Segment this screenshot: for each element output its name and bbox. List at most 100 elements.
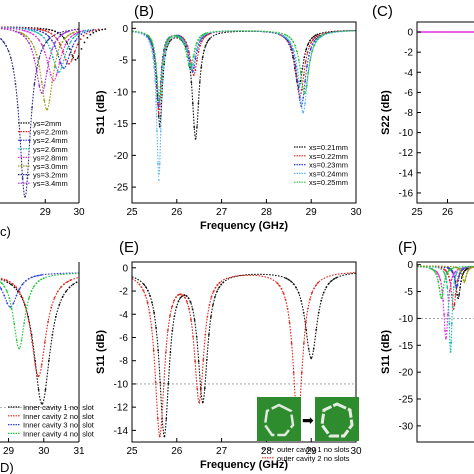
data-point	[165, 43, 167, 46]
data-point	[288, 321, 291, 324]
data-point	[13, 286, 16, 289]
data-point	[30, 41, 33, 43]
data-point	[439, 293, 442, 296]
data-point	[24, 280, 27, 282]
data-point	[454, 277, 456, 280]
data-point	[147, 34, 150, 37]
panel-a: 29 30 ys=2mmys=2.2mmys=2.4mmys=2.6mmys=2.8…	[0, 22, 107, 218]
data-point	[316, 38, 319, 40]
data-point	[295, 73, 298, 76]
data-point	[199, 44, 202, 47]
data-point	[330, 280, 333, 282]
data-point	[148, 40, 151, 43]
data-point	[27, 37, 30, 40]
x-tick-label: 30	[38, 446, 50, 457]
data-point	[290, 342, 293, 345]
data-point	[39, 30, 42, 33]
x-tick-label: 26	[171, 207, 183, 218]
y-tick-label: -8	[404, 108, 413, 119]
data-point	[43, 44, 45, 47]
data-point	[439, 278, 442, 281]
data-point	[72, 31, 74, 34]
data-point	[438, 275, 441, 278]
data-point	[308, 45, 311, 48]
y-tick-label: -20	[399, 368, 414, 379]
y-axis-label: S11 (dB)	[95, 90, 107, 134]
data-point	[68, 63, 70, 65]
data-point	[40, 34, 42, 36]
data-point	[67, 39, 70, 41]
data-point	[54, 315, 57, 318]
data-point	[66, 47, 69, 50]
data-point	[64, 37, 66, 40]
data-point	[188, 57, 191, 60]
data-point	[33, 83, 36, 85]
plot-frame	[131, 261, 357, 443]
data-point	[72, 283, 74, 286]
data-point	[191, 71, 194, 73]
data-point	[453, 281, 456, 283]
data-point	[458, 293, 460, 296]
data-point	[454, 274, 457, 277]
data-point	[300, 102, 303, 105]
data-point	[30, 290, 33, 292]
data-point	[196, 126, 198, 128]
data-point	[299, 71, 302, 74]
data-point	[165, 351, 167, 353]
data-point	[41, 29, 44, 31]
data-point	[160, 76, 163, 79]
data-point	[82, 34, 85, 37]
data-point	[47, 38, 50, 41]
data-point	[35, 70, 38, 72]
data-point	[54, 66, 57, 69]
data-point	[35, 35, 37, 38]
data-point	[44, 341, 46, 343]
data-point	[73, 33, 76, 36]
data-point	[458, 275, 461, 278]
data-point	[463, 281, 466, 283]
data-point	[297, 292, 300, 294]
data-point	[52, 79, 55, 82]
data-point	[86, 30, 89, 33]
data-point	[159, 92, 162, 94]
data-point	[163, 57, 166, 60]
data-point	[177, 293, 180, 296]
data-point	[444, 329, 446, 332]
data-point	[43, 36, 45, 39]
legend-label: ys=3.4mm	[33, 179, 68, 188]
data-point	[443, 271, 445, 274]
data-point	[151, 301, 153, 304]
data-point	[163, 435, 166, 438]
data-point	[307, 348, 310, 350]
data-point	[44, 29, 47, 32]
data-point	[15, 30, 17, 33]
data-point	[316, 35, 318, 37]
plot-frame	[416, 261, 474, 443]
data-point	[71, 45, 74, 48]
data-point	[207, 39, 210, 42]
data-point	[18, 347, 20, 350]
legend-label: xs=0.25mm	[309, 178, 348, 187]
data-point	[75, 281, 78, 284]
legend-label: xs=0.23mm	[309, 161, 348, 170]
data-point	[180, 293, 182, 296]
data-point	[157, 106, 160, 108]
data-point	[165, 418, 168, 420]
data-point	[83, 31, 86, 34]
data-point	[294, 57, 297, 59]
x-tick-label: 29	[3, 446, 15, 457]
data-point	[21, 283, 24, 285]
data-point	[26, 30, 28, 33]
data-point	[451, 270, 454, 273]
data-point	[286, 307, 289, 310]
data-point	[210, 296, 213, 298]
data-point	[42, 277, 45, 279]
data-point	[33, 28, 36, 31]
data-point	[63, 56, 66, 59]
data-point	[179, 37, 182, 40]
data-point	[307, 307, 309, 310]
data-point	[12, 302, 15, 305]
data-point	[38, 280, 40, 282]
data-point	[88, 31, 91, 33]
data-point	[156, 417, 159, 420]
